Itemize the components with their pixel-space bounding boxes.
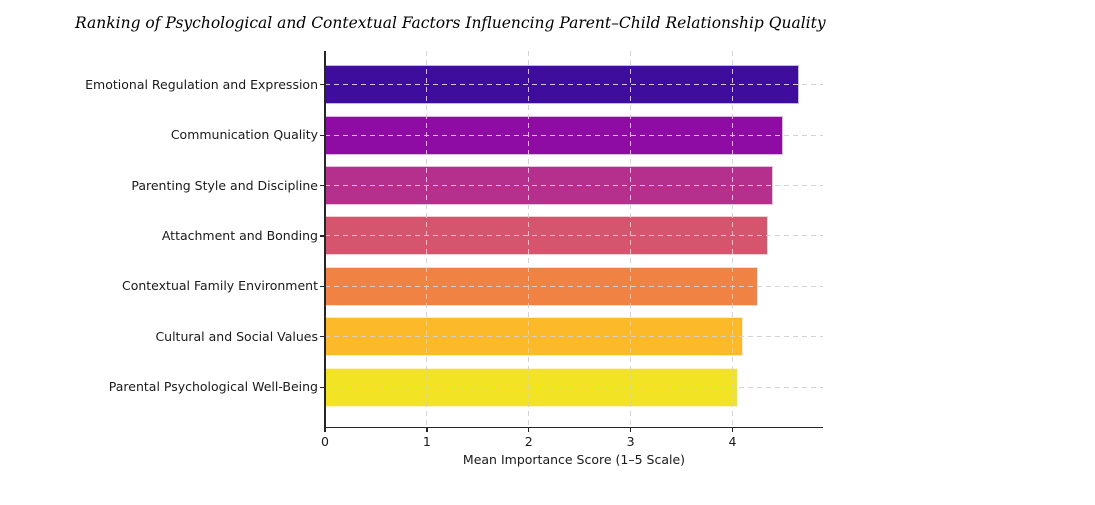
gridline-horizontal [325,84,823,86]
y-tick-mark [320,235,324,237]
chart-title: Ranking of Psychological and Contextual … [75,14,826,32]
category-label: Parental Psychological Well-Being [108,379,318,395]
gridline-horizontal [325,336,823,338]
x-tick-mark [324,428,326,432]
gridline-horizontal [325,285,823,287]
category-label: Contextual Family Environment [121,278,318,294]
x-tick-label: 0 [321,434,329,449]
x-tick-label: 1 [422,434,431,449]
x-axis-spine [325,426,823,428]
x-axis-label: Mean Importance Score (1–5 Scale) [462,452,686,467]
gridline-horizontal [325,134,823,136]
category-label: Cultural and Social Values [155,328,318,344]
gridline-horizontal [325,235,823,237]
y-tick-mark [320,84,324,86]
y-tick-mark [320,336,324,338]
x-tick-label: 2 [524,434,533,449]
gridline-horizontal [325,185,823,186]
x-tick-mark [426,428,428,432]
gridline-vertical [426,51,428,427]
y-axis-spine [324,51,326,428]
category-label: Attachment and Bonding [161,227,318,243]
gridline-vertical [630,51,632,427]
x-tick-mark [629,428,632,432]
y-tick-mark [320,134,324,136]
x-tick-mark [731,428,734,432]
gridline-horizontal [325,386,823,388]
category-label: Parenting Style and Discipline [131,177,318,193]
x-tick-mark [528,428,530,432]
plot-area: 0 1 2 3 4 [320,51,823,449]
y-tick-mark [320,184,324,187]
x-tick-label: 3 [626,434,635,449]
category-label: Emotional Regulation and Expression [85,76,318,92]
gridline-vertical [528,51,530,427]
x-tick-label: 4 [728,434,737,449]
category-label: Communication Quality [170,127,318,143]
gridline-vertical [732,51,733,427]
y-tick-mark [320,386,324,388]
y-tick-mark [320,285,324,287]
